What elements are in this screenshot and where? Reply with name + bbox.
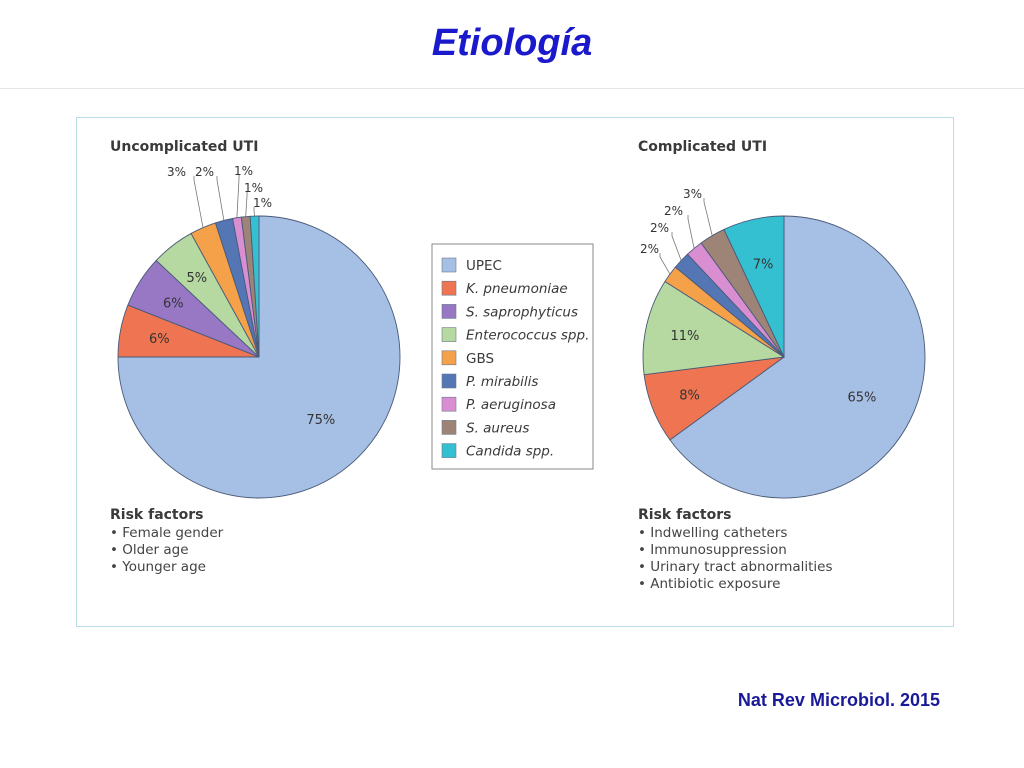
leader-line-gbs — [659, 253, 671, 275]
citation: Nat Rev Microbiol. 2015 — [737, 690, 940, 710]
slice-label-k-pneumoniae: 8% — [679, 388, 700, 403]
legend-swatch-candida-spp — [441, 443, 457, 458]
leader-line-gbs — [193, 176, 204, 228]
chart-legend: UPEC K. pneumoniae S. saprophyticus Enteroc… — [431, 243, 594, 470]
legend-swatch-s-aureus — [441, 420, 457, 435]
legend-label-candida-spp: Candida spp. — [466, 444, 554, 460]
risk-factor-item: • Older age — [110, 542, 189, 558]
title-divider — [0, 88, 1024, 89]
slice-label-s-saprophyticus: 6% — [163, 297, 184, 312]
legend-label-upec: UPEC — [466, 258, 502, 274]
legend-swatch-upec — [441, 257, 457, 273]
legend-label-enterococcus-spp: Enterococcus spp. — [466, 328, 589, 344]
slice-label-enterococcus-spp: 11% — [670, 329, 699, 344]
leader-line-p-mirabilis — [216, 176, 225, 221]
legend-label-gbs: GBS — [466, 351, 494, 367]
slice-label-k-pneumoniae: 6% — [149, 332, 170, 347]
legend-box — [431, 243, 594, 470]
risk-factors-title: Risk factors — [110, 507, 203, 523]
leader-line-s-aureus — [245, 192, 248, 217]
slice-label-upec: 75% — [306, 413, 335, 428]
risk-factor-item: • Indwelling catheters — [638, 525, 787, 541]
legend-label-p-mirabilis: P. mirabilis — [466, 374, 538, 390]
risk-factor-item: • Younger age — [110, 559, 206, 575]
slice-label-p-aeruginosa: 1% — [234, 164, 253, 178]
figure-panel: Uncomplicated UTI 75% 6% 6% 5% 3% 2% 1% 1% 1% Risk… — [76, 117, 954, 627]
leader-line-s-aureus — [703, 198, 713, 236]
slice-label-upec: 65% — [847, 391, 876, 406]
risk-factors-title: Risk factors — [638, 507, 731, 523]
legend-label-k-pneumoniae: K. pneumoniae — [466, 281, 568, 297]
leader-line-p-aeruginosa — [236, 175, 240, 218]
slice-label-p-mirabilis: 2% — [650, 221, 669, 235]
chart-title: Uncomplicated UTI — [110, 139, 258, 155]
pie-slice-candida-spp — [723, 215, 785, 358]
legend-swatch-k-pneumoniae — [441, 280, 457, 296]
slice-label-gbs: 2% — [640, 242, 659, 256]
legend-label-s-aureus: S. aureus — [466, 420, 529, 436]
slice-label-s-aureus: 3% — [683, 187, 702, 201]
slide-title: Etiología — [431, 22, 593, 64]
slice-label-p-mirabilis: 2% — [195, 165, 214, 179]
risk-factor-item: • Antibiotic exposure — [638, 576, 780, 592]
slice-label-s-aureus: 1% — [244, 181, 263, 195]
pie-slice-upec — [669, 215, 926, 499]
legend-swatch-s-saprophyticus — [441, 304, 457, 319]
legend-label-p-aeruginosa: P. aeruginosa — [466, 397, 556, 413]
slice-label-enterococcus-spp: 5% — [186, 271, 207, 286]
slice-label-candida-spp: 1% — [253, 196, 272, 210]
leader-line-p-aeruginosa — [687, 215, 695, 249]
legend-swatch-enterococcus-spp — [441, 327, 457, 342]
legend-swatch-gbs — [441, 350, 457, 366]
leader-line-p-mirabilis — [671, 232, 682, 261]
legend-swatch-p-mirabilis — [441, 373, 457, 389]
legend-label-s-saprophyticus: S. saprophyticus — [466, 304, 578, 320]
legend-swatch-p-aeruginosa — [441, 396, 457, 412]
slice-label-p-aeruginosa: 2% — [664, 204, 683, 218]
risk-factor-item: • Immunosuppression — [638, 542, 787, 558]
pie-slice-enterococcus-spp — [642, 280, 786, 376]
leader-line-candida-spp — [253, 207, 255, 217]
chart-title: Complicated UTI — [638, 139, 767, 155]
slice-label-gbs: 3% — [167, 165, 186, 179]
risk-factor-item: • Urinary tract abnormalities — [638, 559, 833, 575]
slice-label-candida-spp: 7% — [753, 257, 774, 272]
pie-slice-upec — [117, 215, 401, 499]
risk-factor-item: • Female gender — [110, 525, 224, 541]
